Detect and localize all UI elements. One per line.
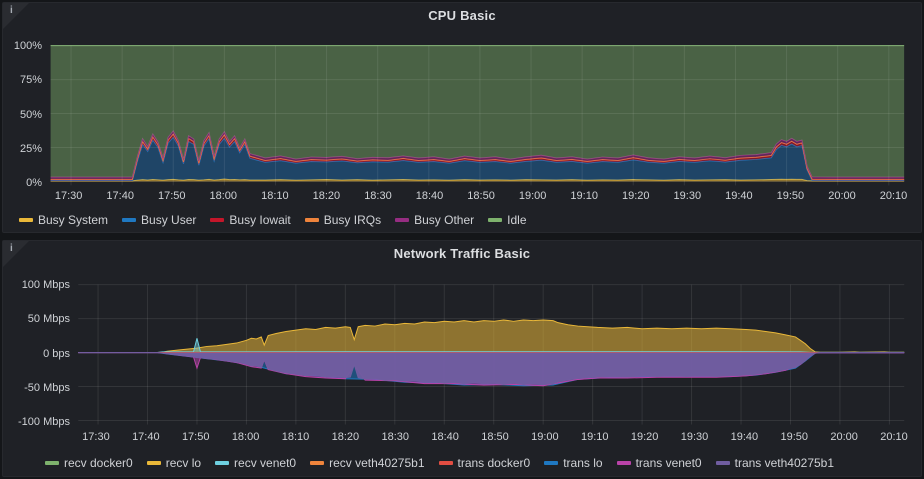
x-tick-label: 20:10 bbox=[879, 190, 908, 202]
network-legend: recv docker0 recv lo recv venet0 recv veth4… bbox=[45, 456, 834, 470]
x-tick-label: 17:30 bbox=[54, 190, 83, 202]
legend-label: Busy Iowait bbox=[229, 213, 291, 227]
legend-item-recv-venet0[interactable]: recv venet0 bbox=[215, 456, 296, 470]
panel-title-cpu[interactable]: CPU Basic bbox=[428, 8, 496, 23]
y-tick-label: 100% bbox=[13, 40, 42, 52]
x-tick-label: 19:50 bbox=[776, 190, 805, 202]
legend-label: trans lo bbox=[563, 456, 603, 470]
legend-swatch bbox=[122, 218, 137, 222]
legend-label: recv venet0 bbox=[234, 456, 297, 470]
x-tick-label: 18:50 bbox=[467, 190, 495, 202]
legend-swatch bbox=[438, 461, 453, 465]
legend-label: Busy User bbox=[141, 213, 197, 227]
info-icon: i bbox=[10, 5, 13, 16]
legend-label: trans venet0 bbox=[635, 456, 702, 470]
legend-swatch bbox=[210, 218, 225, 222]
cpu-panel: i CPU Basic Busy System Busy User Busy Iow… bbox=[2, 2, 922, 233]
legend-label: Idle bbox=[507, 213, 527, 227]
y-tick-label: 100 Mbps bbox=[21, 279, 70, 291]
y-tick-label: -50 Mbps bbox=[24, 381, 70, 394]
legend-swatch bbox=[45, 461, 59, 465]
x-tick-label: 19:20 bbox=[630, 431, 659, 443]
y-tick-label: -100 Mbps bbox=[18, 416, 70, 428]
legend-swatch bbox=[488, 218, 503, 222]
x-tick-label: 18:40 bbox=[431, 431, 459, 443]
x-tick-label: 18:20 bbox=[312, 190, 341, 202]
legend-item-Busy-Iowait[interactable]: Busy Iowait bbox=[210, 213, 291, 227]
legend-label: recv lo bbox=[165, 456, 202, 470]
legend-item-recv-lo[interactable]: recv lo bbox=[146, 456, 202, 470]
legend-label: Busy IRQs bbox=[323, 213, 382, 227]
info-icon: i bbox=[10, 243, 13, 254]
x-tick-label: 19:40 bbox=[730, 431, 759, 443]
x-tick-label: 18:10 bbox=[281, 431, 310, 443]
x-tick-label: 18:20 bbox=[331, 431, 360, 443]
x-tick-label: 19:30 bbox=[673, 190, 702, 202]
legend-swatch bbox=[715, 461, 730, 465]
x-tick-label: 19:50 bbox=[780, 431, 809, 443]
y-tick-label: 0 bps bbox=[43, 347, 70, 360]
legend-item-trans-lo[interactable]: trans lo bbox=[544, 456, 603, 470]
legend-swatch bbox=[616, 461, 631, 465]
x-tick-label: 18:30 bbox=[381, 431, 409, 443]
legend-label: trans docker0 bbox=[457, 456, 531, 470]
cpu-legend: Busy System Busy User Busy Iowait Busy IRQs… bbox=[19, 213, 527, 227]
x-tick-label: 20:00 bbox=[830, 431, 858, 443]
x-tick-label: 19:00 bbox=[518, 190, 547, 202]
legend-label: Busy System bbox=[38, 213, 109, 227]
y-tick-label: 25% bbox=[19, 142, 42, 155]
network-chart[interactable] bbox=[3, 241, 921, 476]
legend-item-Idle[interactable]: Idle bbox=[488, 213, 527, 227]
cpu-chart[interactable] bbox=[3, 3, 921, 232]
x-tick-label: 18:40 bbox=[415, 190, 444, 202]
legend-label: recv docker0 bbox=[64, 456, 133, 470]
panel-info-corner[interactable] bbox=[3, 241, 29, 267]
x-tick-label: 18:50 bbox=[481, 431, 509, 443]
x-tick-label: 19:00 bbox=[531, 431, 559, 443]
x-tick-label: 17:50 bbox=[181, 431, 210, 443]
legend-label: Busy Other bbox=[414, 213, 475, 227]
legend-swatch bbox=[215, 461, 230, 465]
x-tick-label: 19:40 bbox=[725, 190, 753, 202]
y-tick-label: 75% bbox=[19, 74, 42, 87]
legend-label: trans veth40275b1 bbox=[734, 456, 835, 470]
y-tick-label: 0% bbox=[26, 177, 42, 189]
legend-swatch bbox=[19, 218, 33, 222]
x-tick-label: 19:30 bbox=[680, 431, 709, 443]
legend-item-Busy-System[interactable]: Busy System bbox=[19, 213, 108, 227]
legend-item-Busy-Other[interactable]: Busy Other bbox=[395, 213, 474, 227]
x-tick-label: 18:30 bbox=[364, 190, 392, 202]
network-panel: i Network Traffic Basic recv docker0 recv… bbox=[2, 240, 922, 477]
y-tick-label: 50% bbox=[19, 108, 42, 121]
x-tick-label: 17:40 bbox=[106, 190, 134, 202]
x-tick-label: 18:00 bbox=[231, 431, 260, 443]
legend-item-trans-venet0[interactable]: trans venet0 bbox=[616, 456, 702, 470]
legend-item-trans-veth40275b1[interactable]: trans veth40275b1 bbox=[715, 456, 835, 470]
legend-swatch bbox=[146, 461, 161, 465]
x-tick-label: 17:40 bbox=[132, 431, 160, 443]
legend-swatch bbox=[395, 218, 410, 222]
legend-swatch bbox=[310, 461, 325, 465]
panel-title-network[interactable]: Network Traffic Basic bbox=[393, 246, 531, 261]
y-tick-label: 50 Mbps bbox=[27, 313, 70, 326]
legend-item-Busy-User[interactable]: Busy User bbox=[122, 213, 196, 227]
x-tick-label: 17:30 bbox=[82, 431, 110, 443]
x-tick-label: 17:50 bbox=[157, 190, 186, 202]
x-tick-label: 20:00 bbox=[828, 190, 856, 202]
legend-item-trans-docker0[interactable]: trans docker0 bbox=[438, 456, 531, 470]
x-tick-label: 19:20 bbox=[621, 190, 650, 202]
legend-item-recv-veth40275b1[interactable]: recv veth40275b1 bbox=[310, 456, 425, 470]
x-tick-label: 18:00 bbox=[209, 190, 238, 202]
x-tick-label: 20:10 bbox=[880, 431, 908, 443]
x-tick-label: 18:10 bbox=[261, 190, 289, 202]
legend-swatch bbox=[544, 461, 559, 465]
x-tick-label: 19:10 bbox=[580, 431, 609, 443]
legend-item-Busy-IRQs[interactable]: Busy IRQs bbox=[304, 213, 382, 227]
legend-item-recv-docker0[interactable]: recv docker0 bbox=[45, 456, 133, 470]
panel-info-corner[interactable] bbox=[3, 3, 29, 29]
x-tick-label: 19:10 bbox=[570, 190, 598, 202]
legend-label: recv veth40275b1 bbox=[329, 456, 425, 470]
legend-swatch bbox=[304, 218, 319, 222]
